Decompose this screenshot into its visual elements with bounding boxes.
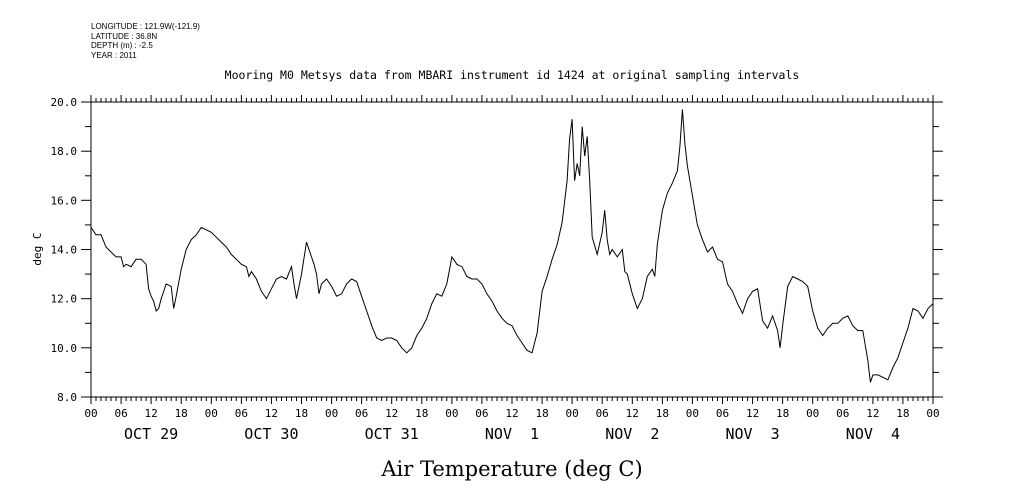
x-tick-label: 12 — [265, 407, 278, 420]
tick-marks — [81, 95, 943, 404]
x-tick-label: 12 — [505, 407, 518, 420]
y-tick-label: 20.0 — [51, 96, 78, 109]
day-label: NOV 3 — [726, 425, 780, 443]
x-tick-label: 18 — [896, 407, 909, 420]
x-tick-label: 00 — [84, 407, 97, 420]
plot-frame — [90, 101, 934, 398]
x-tick-label: 00 — [806, 407, 819, 420]
day-label: OCT 29 — [124, 425, 178, 443]
y-tick-label: 18.0 — [51, 145, 78, 158]
day-label: OCT 30 — [244, 425, 298, 443]
x-tick-label: 06 — [716, 407, 729, 420]
y-tick-label: 12.0 — [51, 293, 78, 306]
x-tick-label: 00 — [686, 407, 699, 420]
y-tick-label: 14.0 — [51, 244, 78, 257]
x-tick-label: 12 — [385, 407, 398, 420]
x-tick-label: 18 — [295, 407, 308, 420]
x-tick-label: 18 — [535, 407, 548, 420]
air-temperature-line — [90, 109, 934, 383]
day-label: NOV 1 — [485, 425, 539, 443]
day-label: OCT 31 — [365, 425, 419, 443]
x-tick-label: 06 — [355, 407, 368, 420]
x-tick-label: 00 — [565, 407, 578, 420]
x-tick-label: 00 — [926, 407, 939, 420]
day-label: NOV 2 — [605, 425, 659, 443]
meta-longitude: LONGITUDE : 121.9W(-121.9) — [91, 22, 200, 31]
x-axis-label: Air Temperature (deg C) — [380, 457, 642, 481]
x-tick-label: 00 — [325, 407, 338, 420]
chart-title: Mooring M0 Metsys data from MBARI instru… — [225, 68, 800, 82]
y-tick-labels: 8.0 10.0 12.0 14.0 16.0 18.0 20.0 — [51, 96, 78, 404]
meta-latitude: LATITUDE : 36.8N — [91, 31, 158, 41]
x-tick-label: 18 — [175, 407, 188, 420]
y-axis-label: deg C — [31, 232, 44, 265]
y-tick-label: 16.0 — [51, 194, 78, 207]
x-tick-label: 18 — [656, 407, 669, 420]
metadata-block: LONGITUDE : 121.9W(-121.9) LATITUDE : 36… — [91, 22, 200, 60]
meta-depth: DEPTH (m) : -2.5 — [91, 41, 153, 50]
x-tick-labels: 00 06 12 18 00 06 12 18 00 06 12 18 00 06 12 18 00 06 12 18… — [84, 407, 939, 420]
day-label: NOV 4 — [846, 425, 900, 443]
x-tick-label: 18 — [415, 407, 428, 420]
x-tick-label: 06 — [596, 407, 609, 420]
x-tick-label: 12 — [626, 407, 639, 420]
x-tick-label: 06 — [114, 407, 127, 420]
y-tick-label: 10.0 — [51, 342, 78, 355]
x-tick-label: 00 — [205, 407, 218, 420]
meta-year: YEAR : 2011 — [91, 50, 137, 60]
x-tick-label: 06 — [836, 407, 849, 420]
x-tick-label: 18 — [776, 407, 789, 420]
x-tick-label: 06 — [475, 407, 488, 420]
day-labels: OCT 29 OCT 30 OCT 31 NOV 1 NOV 2 NOV 3 NOV 4 — [124, 425, 900, 443]
x-tick-label: 06 — [235, 407, 248, 420]
x-tick-label: 12 — [746, 407, 759, 420]
x-tick-label: 00 — [445, 407, 458, 420]
x-tick-label: 12 — [866, 407, 879, 420]
y-tick-label: 8.0 — [57, 391, 77, 404]
x-tick-label: 12 — [144, 407, 157, 420]
